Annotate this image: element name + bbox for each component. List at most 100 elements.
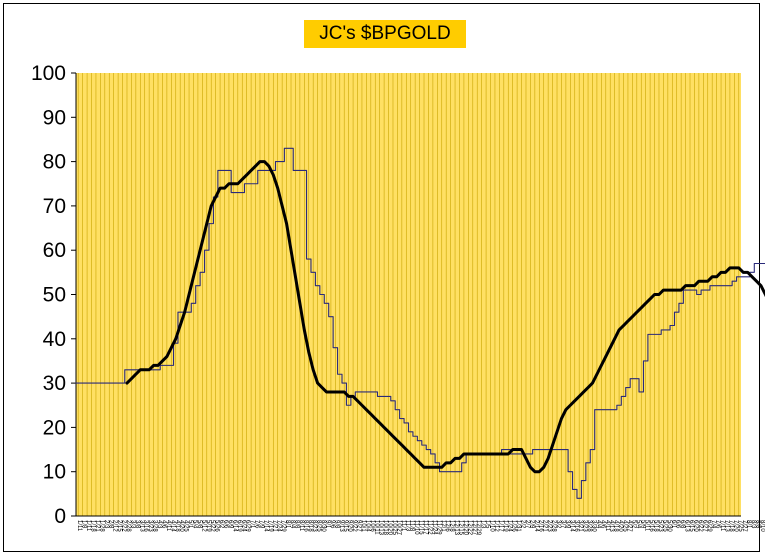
x-tick-label: 11/3	[404, 520, 410, 532]
x-tick-label: 4/6	[160, 520, 166, 529]
x-tick-label: 10/18	[382, 520, 388, 536]
x-tick-label: 2/16	[537, 520, 543, 532]
x-tick-label: 11/1	[400, 520, 406, 532]
x-tick-label: 5/4	[635, 520, 641, 529]
x-tick-label: 5/19	[205, 520, 211, 532]
plot-area	[76, 73, 741, 516]
x-tick-label: 12/6	[444, 520, 450, 532]
x-tick-label: 4/13	[608, 520, 614, 532]
x-tick-label: 10/11	[373, 520, 379, 535]
x-tick-label: 8/11	[298, 520, 304, 532]
x-tick-label: 8/15	[763, 520, 765, 532]
x-tick-label: 11/17	[422, 520, 428, 535]
x-tick-label: 5/30	[666, 520, 672, 532]
y-tick-label: 0	[54, 505, 66, 528]
x-tick-label: 8/4	[289, 520, 295, 529]
y-tick-label: 70	[43, 195, 66, 218]
x-tick-label: 6/8	[679, 520, 685, 529]
x-tick-label: 6/9	[227, 520, 233, 529]
x-tick-label: 3/7	[559, 520, 565, 529]
x-tick-label: 8/30	[320, 520, 326, 532]
x-tick-label: 2/3	[103, 520, 109, 529]
x-tick-label: 12/8	[449, 520, 455, 532]
y-tick-label: 80	[43, 151, 66, 174]
x-tick-label: 2/2	[520, 520, 526, 529]
x-tick-label: 2/12	[112, 520, 118, 532]
x-tick-label: 4/4	[595, 520, 601, 529]
x-tick-label: 6/6	[675, 520, 681, 529]
x-tick-label: 3/2	[555, 520, 561, 529]
x-tick-label: 3/28	[586, 520, 592, 532]
x-tick-label: 4/20	[617, 520, 623, 532]
x-tick-label: 3/8	[134, 520, 140, 529]
x-tick-label: 2/23	[546, 520, 552, 532]
x-tick-label: 5/8	[196, 520, 202, 529]
x-tick-label: 7/20	[732, 520, 738, 532]
x-tick-label: 9/20	[347, 520, 353, 532]
x-tick-label: 7/4	[710, 520, 716, 529]
x-tick-label: 4/11	[604, 520, 610, 532]
x-tick-label: 5/26	[214, 520, 220, 532]
x-tick-label: 5/23	[657, 520, 663, 532]
x-tick-label: 3/28	[152, 520, 158, 532]
x-tick-label: 8/18	[307, 520, 313, 532]
x-tick-label: 1/8	[81, 520, 87, 529]
x-tick-label: 4/14	[169, 520, 175, 532]
x-tick-label: 6/27	[701, 520, 707, 532]
x-tick-label: 12/22	[466, 520, 472, 536]
x-tick-label: 2/21	[542, 520, 548, 532]
x-tick-label: 4/27	[626, 520, 632, 532]
x-tick-label: 3/30	[590, 520, 596, 532]
x-tick-label: 1/26	[511, 520, 517, 532]
y-tick-label: 100	[31, 62, 66, 85]
x-tick-label: 9/27	[356, 520, 362, 532]
x-tick-label: 9/6	[329, 520, 335, 529]
x-tick-label: 7/6	[715, 520, 721, 529]
x-tick-label: 2/7	[524, 520, 530, 529]
x-tick-label: 2/9	[528, 520, 534, 529]
x-tick-label: 5/4	[191, 520, 197, 529]
x-tick-label: 12/29	[475, 520, 481, 536]
x-tick-label: 8/23	[311, 520, 317, 532]
x-tick-label: 6/19	[236, 520, 242, 532]
x-tick-label: 7/1	[249, 520, 255, 529]
x-tick-label: 12/15	[457, 520, 463, 536]
x-tick-label: 5/25	[661, 520, 667, 532]
y-tick-label: 60	[43, 239, 66, 262]
x-tick-label: 6/1	[670, 520, 676, 529]
x-tick-label: 8/8	[755, 520, 761, 529]
x-tick-label: 11/8	[409, 520, 415, 532]
x-tick-label: 1/11	[76, 520, 82, 532]
x-tick-label: 10/6	[369, 520, 375, 532]
x-tick-label: 7/24	[276, 520, 282, 532]
x-tick-label: 3/16	[143, 520, 149, 532]
x-tick-label: 1/24	[506, 520, 512, 532]
x-tick-label: 8/16	[302, 520, 308, 532]
y-tick-label: 90	[43, 106, 66, 129]
x-tick-label: 6/24	[240, 520, 246, 532]
x-tick-label: 5/2	[630, 520, 636, 529]
x-tick-label: 11/15	[418, 520, 424, 535]
x-tick-label: 6/20	[692, 520, 698, 532]
x-tick-label: 4/18	[613, 520, 619, 532]
x-tick-label: 1/21	[94, 520, 100, 532]
x-tick-label: 2/15	[116, 520, 122, 532]
x-tick-label: 7/18	[728, 520, 734, 532]
x-tick-label: 10/27	[395, 520, 401, 536]
x-tick-label: 10/25	[391, 520, 397, 536]
x-tick-label: 10/1	[360, 520, 366, 532]
x-tick-label: 1/17	[497, 520, 503, 532]
x-tick-label: 4/25	[183, 520, 189, 532]
x-tick-label: 1/31	[515, 520, 521, 532]
x-tick-label: 2/14	[533, 520, 539, 532]
x-tick-label: 12/27	[471, 520, 477, 536]
x-tick-label: 9/22	[351, 520, 357, 532]
x-tick-label: 6/22	[697, 520, 703, 532]
x-tick-label: 6/13	[684, 520, 690, 532]
y-tick-label: 40	[43, 328, 66, 351]
x-tick-label: 3/23	[147, 520, 153, 532]
x-tick-label: 8/10	[759, 520, 765, 532]
x-tick-label: 1/5	[484, 520, 490, 529]
x-tick-label: 7/29	[280, 520, 286, 532]
x-tick-label: 6/2	[218, 520, 224, 529]
